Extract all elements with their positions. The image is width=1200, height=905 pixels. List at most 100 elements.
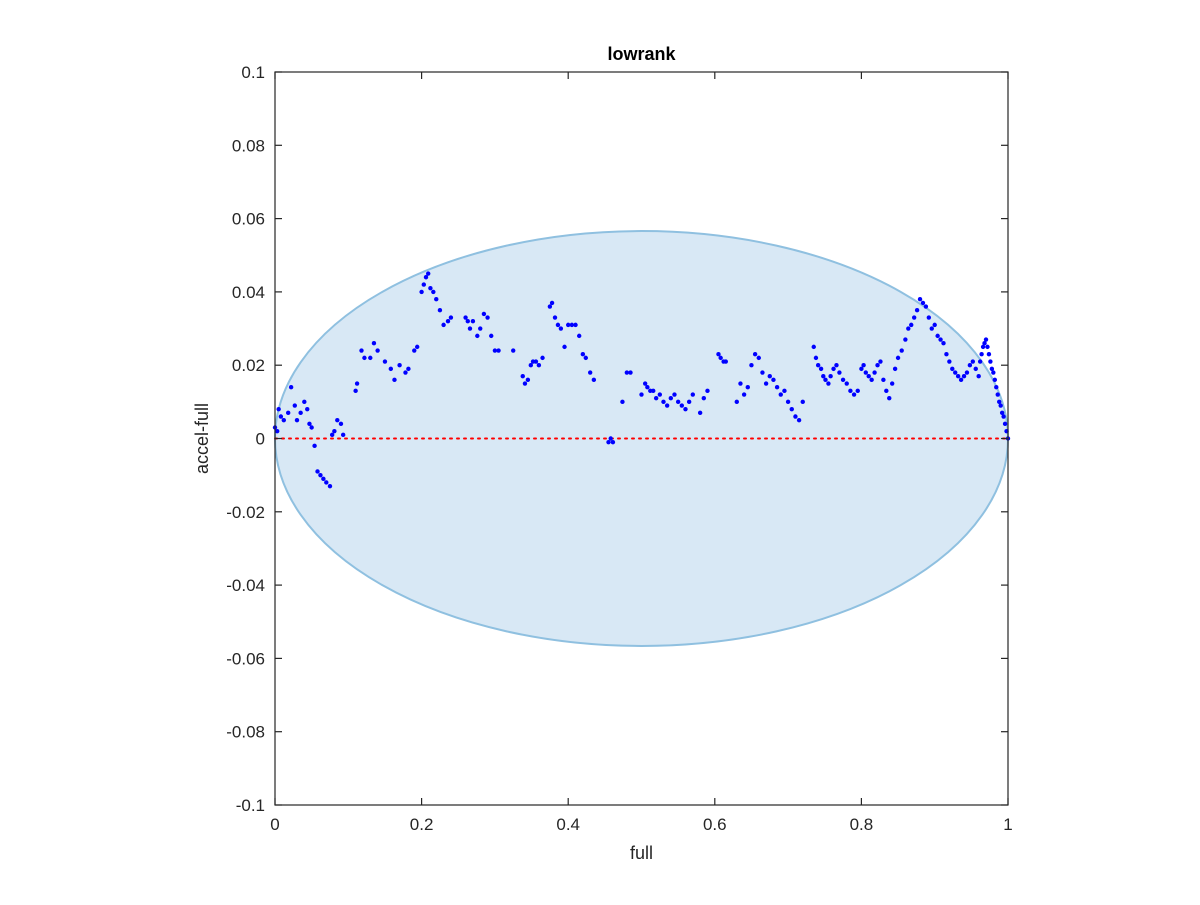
y-tick-label: -0.1 bbox=[236, 796, 265, 815]
data-point bbox=[470, 319, 476, 324]
y-tick-label: 0 bbox=[256, 430, 265, 449]
data-point bbox=[425, 271, 431, 276]
data-point bbox=[392, 377, 397, 383]
data-point bbox=[485, 315, 490, 320]
data-point bbox=[815, 363, 821, 368]
data-point bbox=[745, 384, 750, 390]
data-point bbox=[624, 370, 630, 375]
data-point bbox=[958, 377, 964, 383]
data-point bbox=[327, 483, 333, 489]
data-point bbox=[475, 333, 480, 339]
x-tick-label: 0.6 bbox=[703, 815, 727, 834]
data-point bbox=[906, 326, 911, 331]
data-point bbox=[875, 363, 880, 368]
data-point bbox=[982, 341, 987, 346]
data-point bbox=[997, 399, 1002, 405]
data-point bbox=[340, 432, 346, 438]
data-point bbox=[583, 355, 588, 361]
data-point bbox=[887, 395, 892, 401]
data-point bbox=[415, 344, 420, 350]
data-point bbox=[818, 366, 824, 372]
data-point bbox=[281, 417, 286, 423]
data-point bbox=[923, 304, 929, 309]
data-point bbox=[774, 384, 780, 390]
data-point bbox=[869, 377, 874, 383]
data-point bbox=[608, 436, 613, 441]
data-point bbox=[970, 359, 976, 364]
data-point bbox=[628, 370, 633, 375]
data-point bbox=[353, 388, 358, 394]
data-point bbox=[811, 344, 816, 350]
data-point bbox=[591, 377, 597, 383]
data-point bbox=[823, 377, 828, 383]
data-point bbox=[573, 322, 578, 328]
data-point bbox=[999, 410, 1005, 416]
data-point bbox=[463, 315, 468, 320]
data-point bbox=[738, 381, 743, 386]
data-point bbox=[953, 370, 958, 375]
y-tick-label: 0.08 bbox=[232, 136, 265, 155]
data-point bbox=[434, 297, 439, 302]
data-point bbox=[467, 326, 473, 331]
data-point bbox=[980, 344, 986, 350]
data-point bbox=[437, 308, 443, 313]
data-point bbox=[872, 370, 877, 375]
data-point bbox=[760, 370, 765, 375]
x-tick-label: 1 bbox=[1003, 815, 1012, 834]
data-point bbox=[855, 388, 860, 394]
data-point bbox=[645, 384, 650, 390]
x-axis-title: full bbox=[630, 843, 653, 863]
data-point bbox=[445, 319, 451, 324]
data-point bbox=[973, 366, 978, 372]
data-point bbox=[920, 300, 926, 306]
data-point bbox=[520, 373, 525, 379]
y-axis-title: accel-full bbox=[192, 403, 212, 474]
data-point bbox=[569, 322, 575, 328]
data-point bbox=[986, 352, 992, 357]
data-point bbox=[690, 392, 696, 397]
data-point bbox=[771, 377, 776, 383]
data-point bbox=[837, 370, 842, 375]
data-point bbox=[964, 370, 970, 375]
data-point bbox=[492, 348, 498, 353]
data-point bbox=[338, 421, 344, 427]
data-point bbox=[995, 392, 1000, 397]
data-point bbox=[793, 414, 798, 419]
data-point bbox=[991, 370, 996, 375]
data-point bbox=[998, 403, 1003, 408]
data-point bbox=[664, 403, 670, 408]
data-point bbox=[705, 388, 710, 394]
data-point bbox=[831, 366, 836, 372]
chart-title: lowrank bbox=[607, 44, 676, 64]
y-tick-label: -0.06 bbox=[226, 649, 265, 668]
data-point bbox=[321, 476, 326, 482]
data-point bbox=[481, 311, 487, 317]
data-point bbox=[298, 410, 303, 416]
data-point bbox=[555, 322, 561, 328]
data-point bbox=[926, 315, 932, 320]
data-point bbox=[547, 304, 553, 309]
data-point bbox=[796, 417, 802, 423]
data-point bbox=[382, 359, 388, 364]
data-point bbox=[397, 363, 402, 368]
data-point bbox=[668, 395, 674, 401]
data-point bbox=[522, 381, 528, 386]
data-point bbox=[610, 439, 616, 445]
data-point bbox=[431, 289, 436, 295]
data-point bbox=[540, 355, 545, 361]
data-point bbox=[826, 381, 831, 386]
data-point bbox=[994, 384, 999, 390]
data-point bbox=[533, 359, 539, 364]
data-point bbox=[979, 352, 984, 357]
data-point bbox=[944, 352, 949, 357]
data-point bbox=[938, 337, 943, 342]
data-point bbox=[423, 275, 429, 280]
data-point bbox=[566, 322, 571, 328]
data-point bbox=[763, 381, 769, 386]
data-point bbox=[863, 370, 868, 375]
data-point bbox=[362, 355, 367, 361]
data-point bbox=[914, 308, 920, 313]
y-tick-label: 0.06 bbox=[232, 210, 265, 229]
data-point bbox=[950, 366, 955, 372]
data-point bbox=[406, 366, 411, 372]
